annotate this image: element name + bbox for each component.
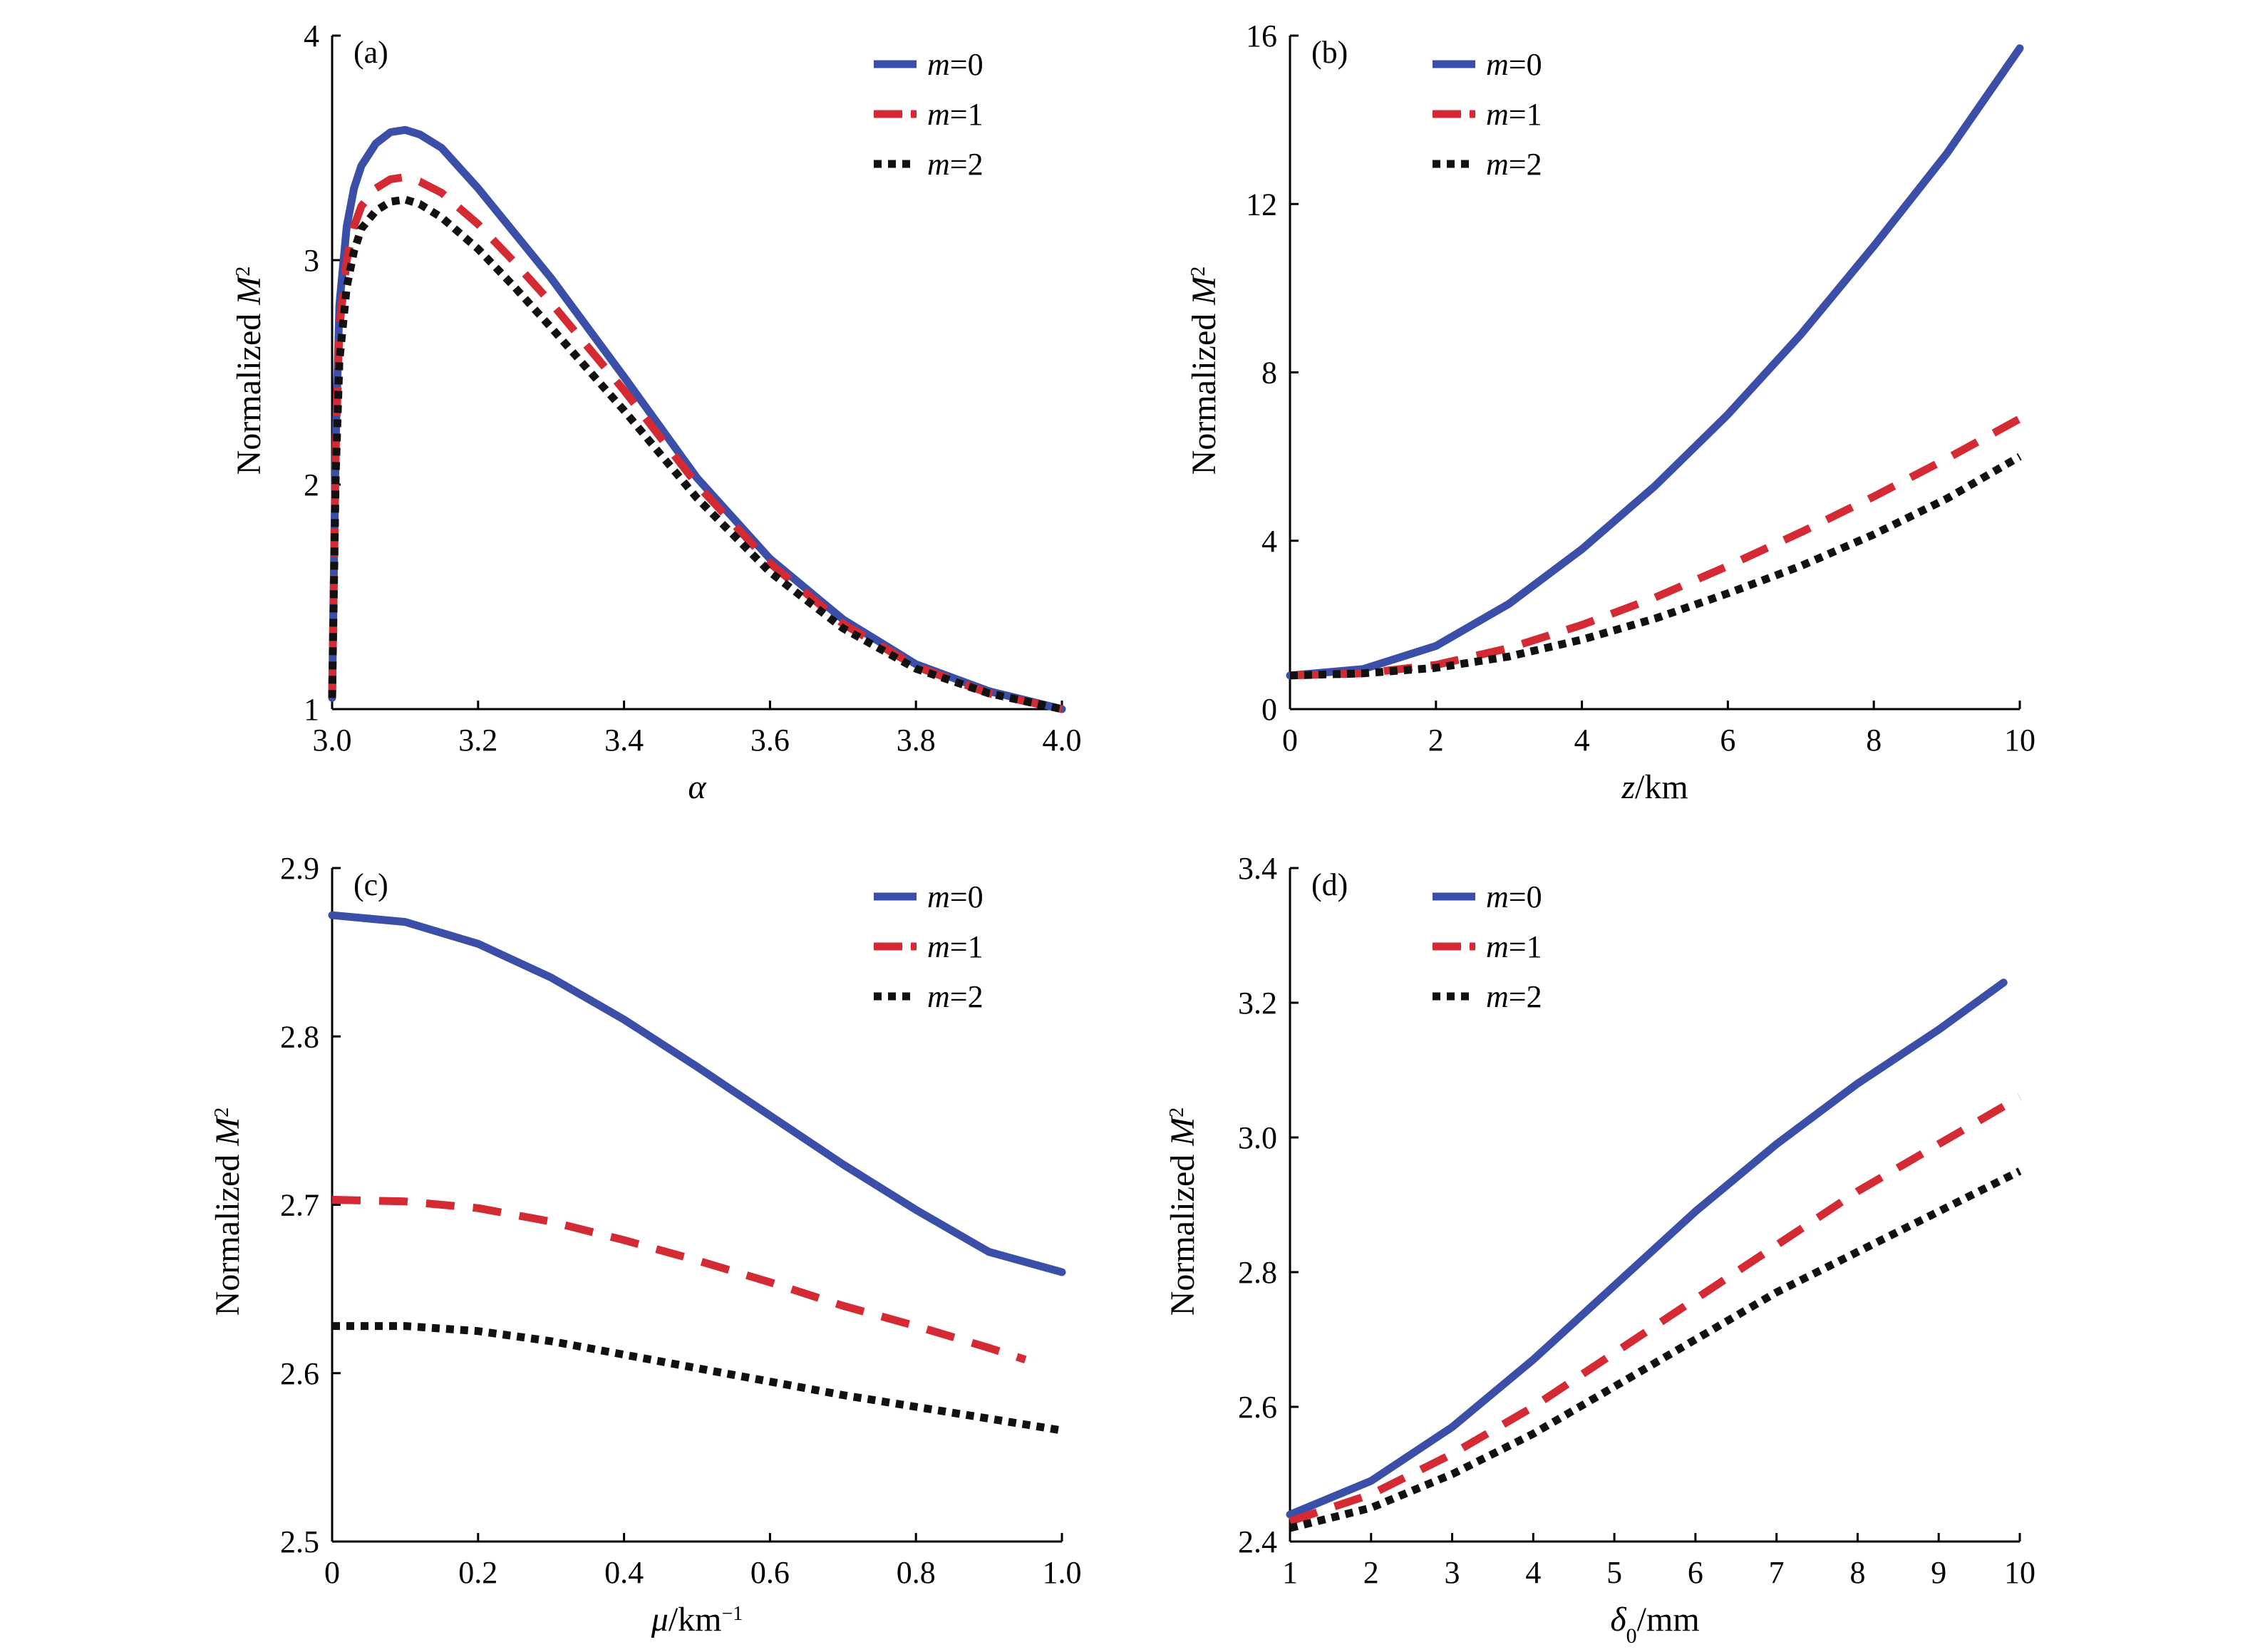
series-line-m0 [328,911,1066,1276]
series-line-m1 [1289,1093,2022,1525]
x-tick-label: 0.6 [750,1555,790,1590]
y-tick-label: 2.5 [280,1524,319,1559]
legend-label: m=2 [1486,147,1542,182]
series-line-m2 [1289,453,2022,680]
y-tick-label: 4 [1261,524,1277,559]
legend-label: m=2 [927,147,984,182]
x-axis-label: α [688,768,706,806]
panel-label: (a) [353,35,388,70]
legend-label: m=2 [1486,979,1542,1014]
x-axis-label: μ/km−1 [651,1601,743,1638]
y-tick-label: 1 [304,692,319,727]
x-tick-label: 2 [1363,1555,1379,1590]
panel-label: (d) [1311,867,1348,902]
series-line-m1 [328,172,1063,713]
x-tick-label: 9 [1931,1555,1946,1590]
x-axis-label: δ0/mm [1610,1601,1699,1648]
legend-label: m=1 [927,97,984,132]
x-tick-label: 6 [1688,1555,1703,1590]
panel-c: 0 0.2 0.4 0.6 0.8 1.0 2.5 2.6 2.7 2.8 2.9 μ/km−1 Nor… [209,851,1082,1638]
series-line-m2 [332,1322,1063,1435]
x-tick-label: 0 [324,1555,340,1590]
x-tick-label: 4 [1574,723,1590,758]
y-tick-label: 4 [304,19,319,53]
y-axis-label: Normalized M2 [209,1108,247,1316]
x-tick-label: 3.0 [313,723,352,758]
y-tick-label: 8 [1261,356,1277,391]
panel-d: 1 2 3 4 5 6 7 8 9 10 2.4 2.6 2.8 3.0 3.2 3.4 δ0/mm Normal… [1164,851,2035,1648]
x-tick-label: 8 [1849,1555,1865,1590]
x-tick-label: 0 [1282,723,1298,758]
x-tick-label: 3.8 [897,723,936,758]
x-tick-label: 10 [2004,723,2035,758]
y-tick-label: 2.8 [280,1019,319,1054]
y-tick-label: 3 [304,243,319,278]
series-line-m0 [1286,44,2024,680]
series-line-m2 [328,195,1063,713]
y-axis-label: Normalized M2 [1164,1108,1202,1316]
legend-label: m=0 [1486,47,1542,82]
series-line-m1 [331,1195,1027,1364]
series-line-m2 [1289,1167,2022,1532]
y-tick-label: 3.0 [1238,1120,1277,1155]
y-tick-label: 2.4 [1238,1524,1277,1559]
x-tick-label: 8 [1866,723,1882,758]
x-axis-label: z/km [1621,768,1688,806]
y-tick-label: 2.9 [280,851,319,886]
y-tick-label: 2.6 [280,1356,319,1391]
x-tick-label: 4 [1525,1555,1541,1590]
y-axis-label: Normalized M2 [1185,267,1223,475]
x-tick-label: 3.4 [604,723,644,758]
y-axis-label: Normalized M2 [230,267,268,475]
legend-label: m=1 [1486,97,1542,132]
legend-label: m=0 [927,47,984,82]
panel-label: (c) [353,867,388,902]
legend-label: m=1 [1486,929,1542,964]
x-tick-label: 10 [2004,1555,2035,1590]
panel-b: 0 2 4 6 8 10 0 4 8 12 16 z/km Normalized M2 (b) m=0 m=1… [1185,19,2035,806]
x-tick-label: 2 [1428,723,1444,758]
x-tick-label: 3 [1445,1555,1460,1590]
series-line-m0 [1286,979,2008,1519]
y-tick-label: 3.2 [1238,986,1277,1021]
y-tick-label: 0 [1261,692,1277,727]
panel-label: (b) [1311,35,1348,70]
x-tick-label: 6 [1720,723,1735,758]
series-line-m1 [1289,415,2022,680]
x-tick-label: 1.0 [1043,1555,1082,1590]
x-tick-label: 3.2 [458,723,497,758]
series-line-m0 [328,125,1066,713]
legend-label: m=0 [927,879,984,914]
y-tick-label: 2 [304,468,319,502]
y-tick-label: 2.6 [1238,1390,1277,1425]
y-tick-label: 2.8 [1238,1255,1277,1290]
legend-label: m=2 [927,979,984,1014]
x-tick-label: 3.6 [750,723,790,758]
y-tick-label: 16 [1246,19,1277,53]
legend-label: m=0 [1486,879,1542,914]
y-tick-label: 3.4 [1238,851,1277,886]
x-tick-label: 0.8 [897,1555,936,1590]
legend-label: m=1 [927,929,984,964]
x-tick-label: 0.4 [604,1555,644,1590]
x-tick-label: 1 [1282,1555,1298,1590]
y-tick-label: 2.7 [280,1188,319,1223]
x-tick-label: 0.2 [458,1555,497,1590]
x-tick-label: 4.0 [1043,723,1082,758]
y-tick-label: 12 [1246,187,1277,222]
panel-a: 3.0 3.2 3.4 3.6 3.8 4.0 1 2 3 4 α Normalized M2 (a) m… [230,19,1082,806]
x-tick-label: 7 [1769,1555,1785,1590]
x-tick-label: 5 [1606,1555,1622,1590]
